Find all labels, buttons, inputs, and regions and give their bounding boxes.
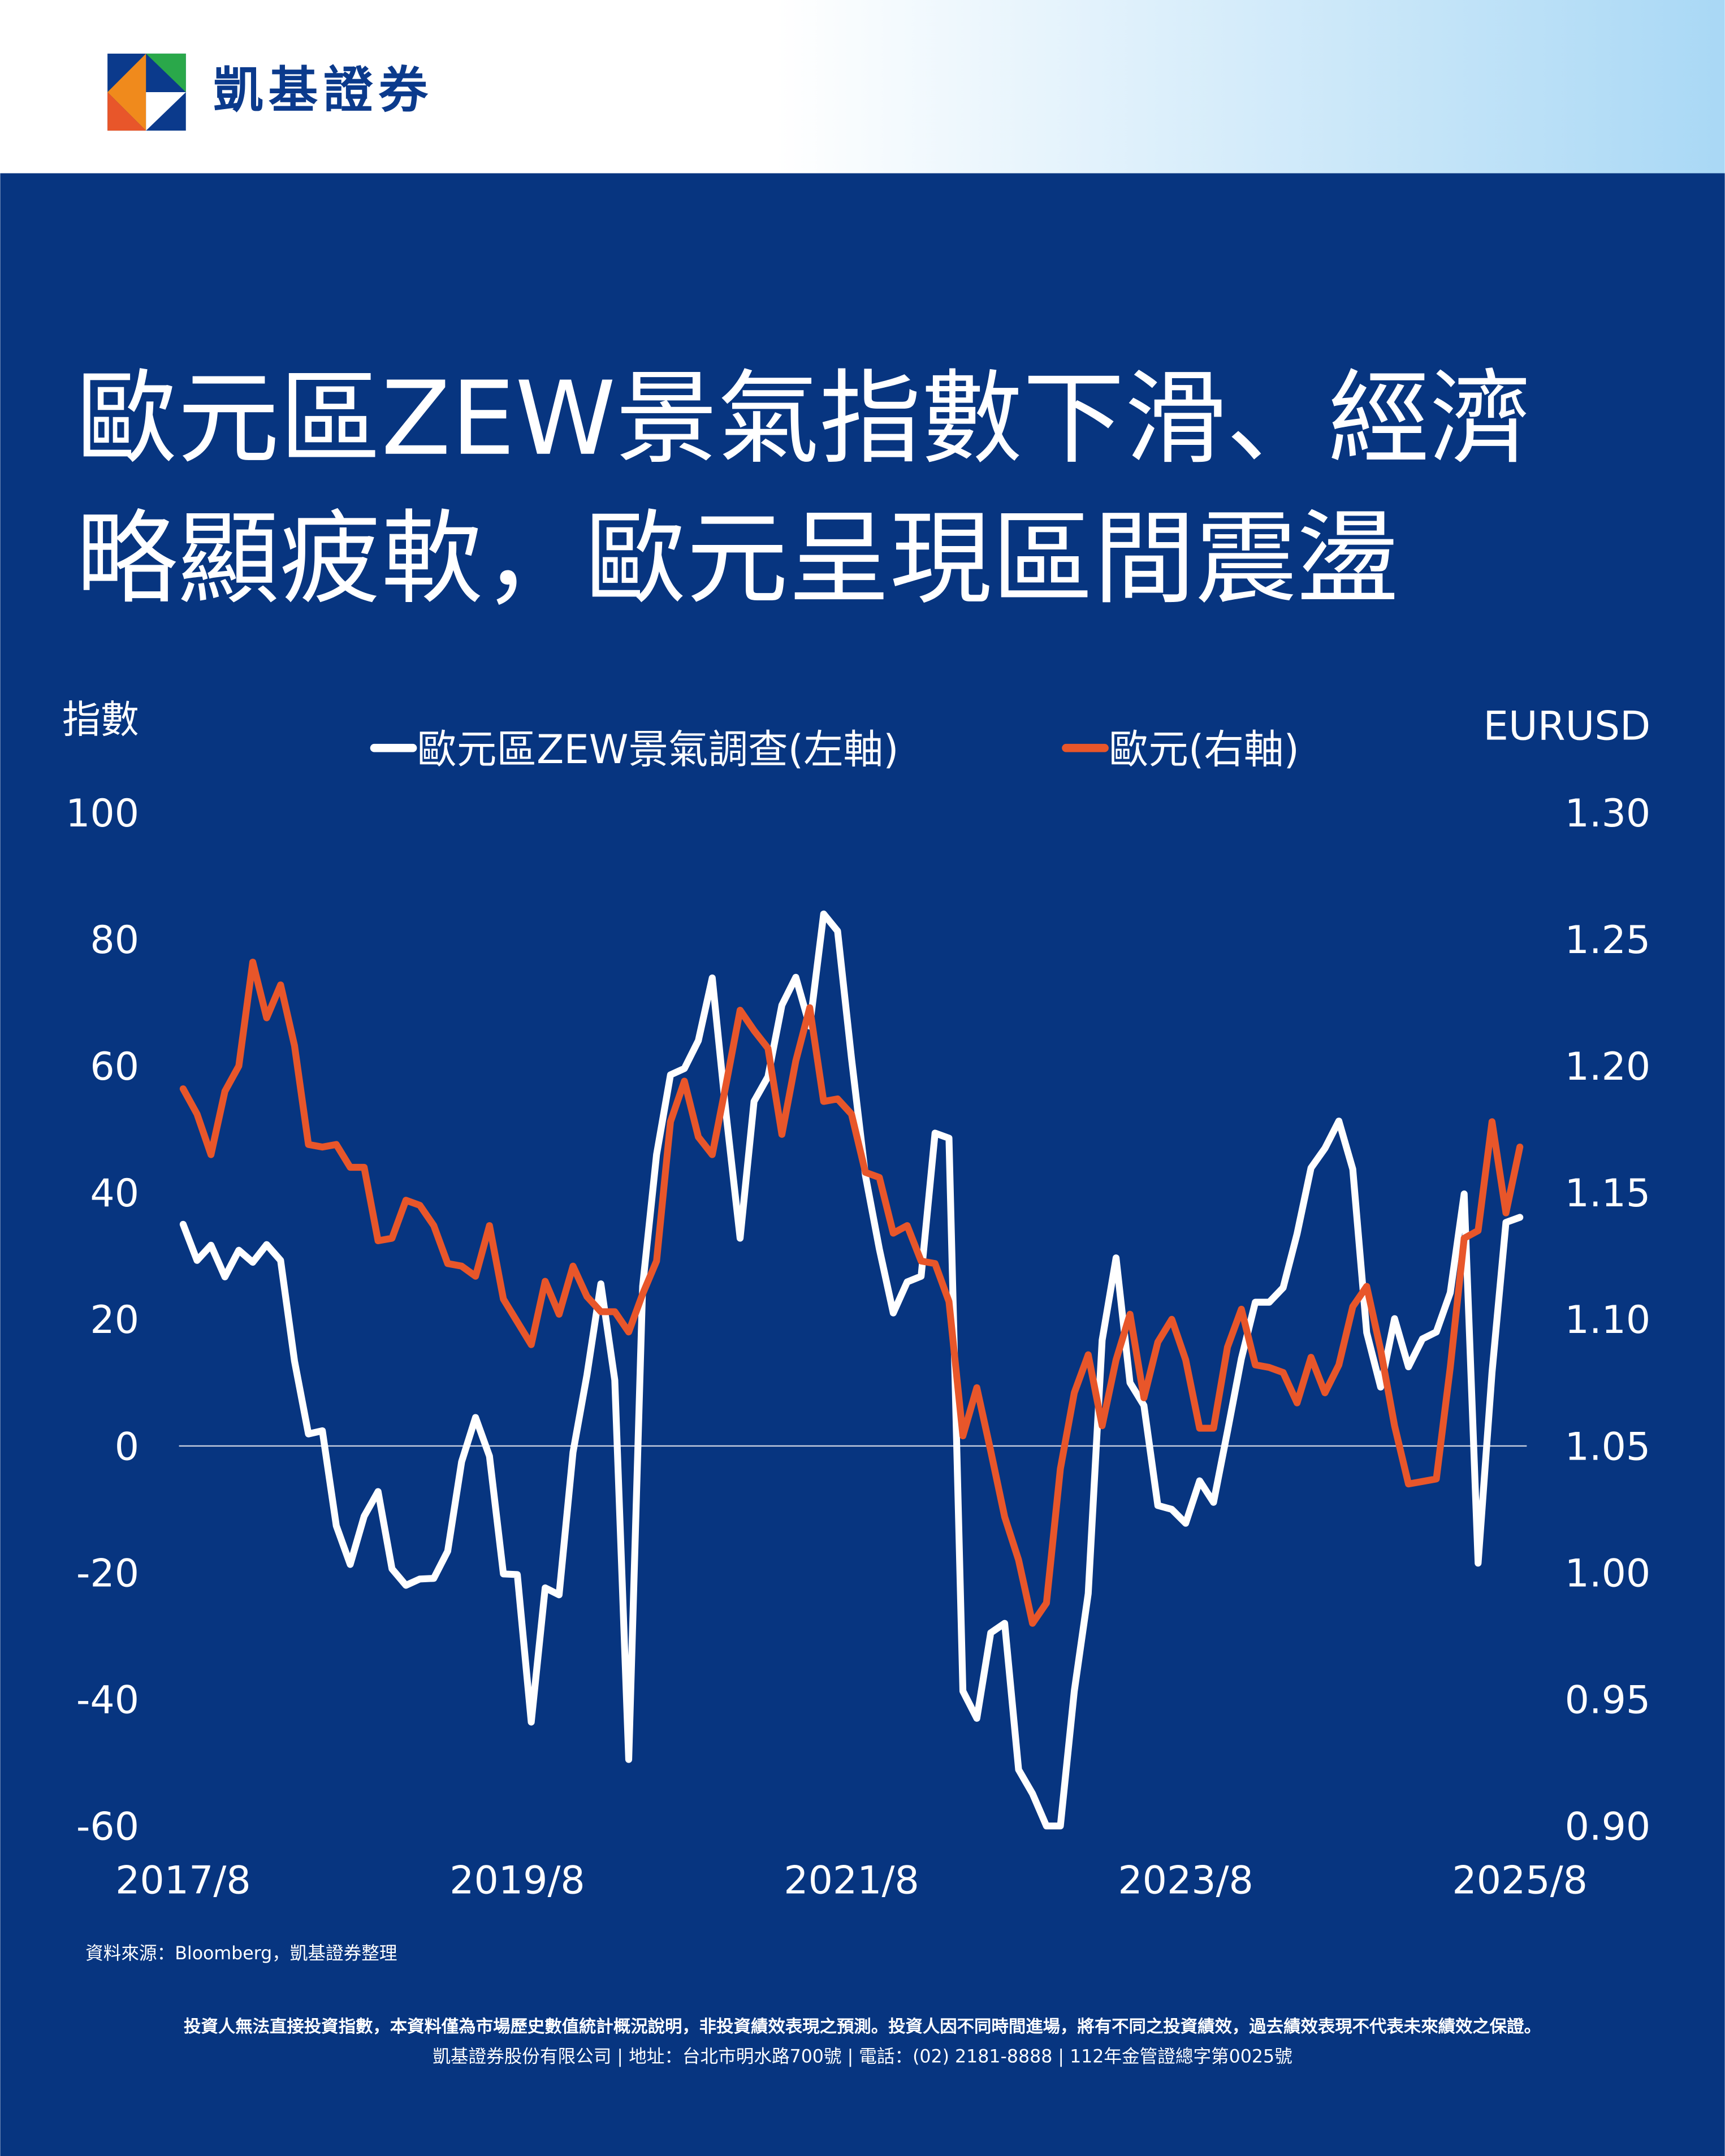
y2-tick-label: 1.30 xyxy=(1565,791,1651,836)
logo xyxy=(107,53,186,131)
legend-label: 歐元區ZEW景氣調查(左軸) xyxy=(417,726,898,773)
y-tick-label: -40 xyxy=(76,1678,139,1722)
y-tick-label: 0 xyxy=(115,1425,139,1469)
x-tick-label: 2021/8 xyxy=(784,1858,919,1903)
legend-label: 歐元(右軸) xyxy=(1109,726,1299,773)
x-tick-label: 2023/8 xyxy=(1118,1858,1253,1903)
y2-tick-label: 1.15 xyxy=(1565,1171,1651,1216)
y2-tick-label: 0.90 xyxy=(1565,1805,1651,1850)
disclaimer: 投資人無法直接投資指數，本資料僅為市場歷史數值統計概況說明，非投資績效表現之預測… xyxy=(184,2016,1541,2037)
y-tick-label: 60 xyxy=(90,1045,139,1089)
y-tick-label: 40 xyxy=(90,1171,139,1216)
series-line xyxy=(179,910,1524,1830)
x-tick-label: 2017/8 xyxy=(115,1858,251,1903)
y-tick-label: 20 xyxy=(90,1298,139,1343)
y2-tick-label: 1.00 xyxy=(1565,1551,1651,1596)
y-tick-label: 80 xyxy=(90,918,139,963)
brand: 凱基證券 xyxy=(213,62,433,119)
header-bg xyxy=(0,0,1725,174)
title-line: 略顯疲軟，歐元呈現區間震盪 xyxy=(76,500,1399,618)
y2-tick-label: 1.25 xyxy=(1565,918,1651,963)
y-tick-label: -60 xyxy=(76,1805,139,1850)
y2-tick-label: 0.95 xyxy=(1565,1678,1651,1722)
y2-tick-label: 1.20 xyxy=(1565,1045,1651,1089)
title-line: 歐元區ZEW景氣指數下滑、經濟 xyxy=(76,360,1532,478)
y2-axis-title: EURUSD xyxy=(1483,703,1650,750)
y2-tick-label: 1.10 xyxy=(1565,1298,1651,1343)
y-tick-label: -20 xyxy=(76,1551,139,1596)
x-tick-label: 2025/8 xyxy=(1452,1858,1588,1903)
y-tick-label: 100 xyxy=(66,791,139,836)
x-tick-label: 2019/8 xyxy=(449,1858,585,1903)
company-info: 凱基證券股份有限公司 | 地址：台北市明水路700號 | 電話：(02) 218… xyxy=(433,2047,1292,2067)
y2-tick-label: 1.05 xyxy=(1565,1425,1651,1469)
source: 資料來源：Bloomberg，凱基證券整理 xyxy=(85,1943,397,1964)
y-axis-title: 指數 xyxy=(62,698,139,742)
series-line xyxy=(179,958,1524,1627)
